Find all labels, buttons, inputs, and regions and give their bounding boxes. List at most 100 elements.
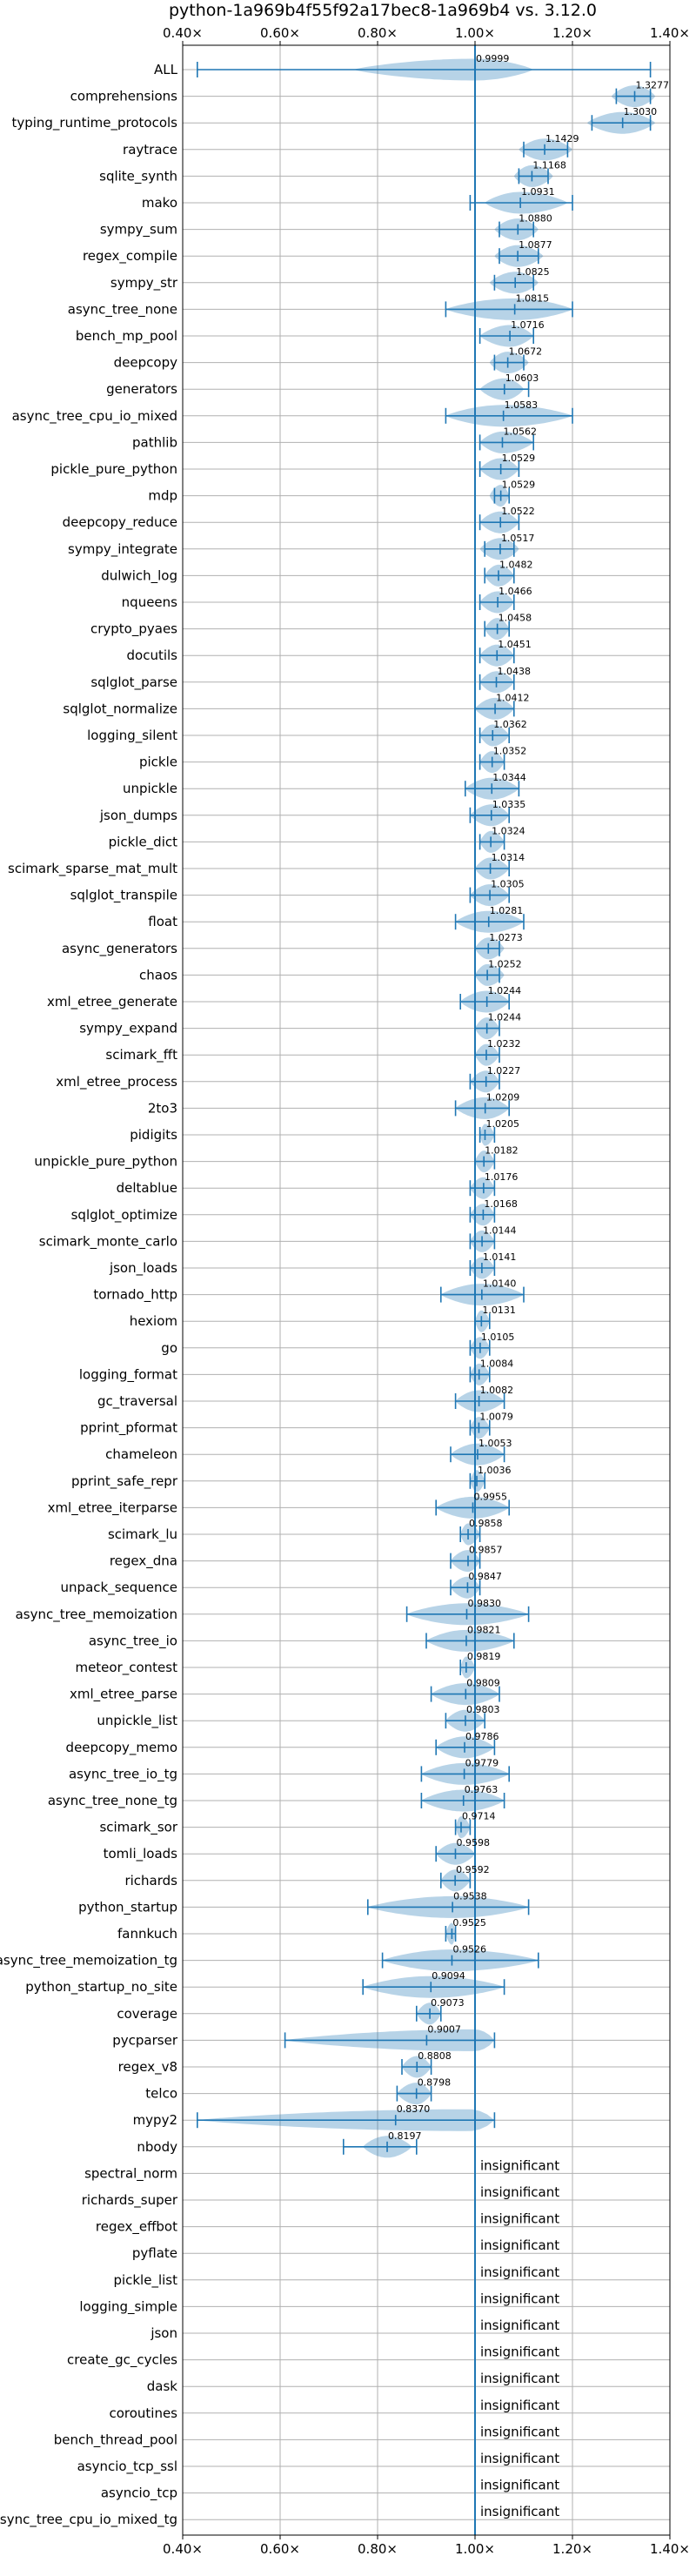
value-label: 1.0182 [485,1145,519,1157]
category-label: python_startup [78,1899,177,1915]
category-label: spectral_norm [84,2165,177,2182]
insignificant-label: insignificant [480,2371,559,2386]
category-label: async_tree_memoization [16,1607,177,1623]
category-label: json [150,2325,177,2341]
category-label: mako [142,195,177,211]
category-label: sqlglot_normalize [63,701,177,717]
category-label: xml_etree_parse [70,1687,177,1703]
category-label: bench_mp_pool [76,328,177,345]
category-label: xml_etree_iterparse [48,1499,177,1516]
category-label: logging_simple [79,2298,177,2315]
value-label: 1.0603 [505,372,539,384]
value-label: 1.1429 [545,133,579,144]
category-label: 2to3 [148,1100,177,1116]
insignificant-label: insignificant [480,2451,559,2466]
category-label: async_tree_cpu_io_mixed_tg [0,2512,177,2528]
category-label: unpack_sequence [61,1580,177,1596]
insignificant-label: insignificant [480,2157,559,2173]
x-tick-label-bottom: 1.00× [455,2541,495,2557]
grid-lines [182,45,671,2535]
category-label: xml_etree_generate [47,994,177,1010]
value-label: 0.9830 [467,1598,501,1609]
value-label: 0.9786 [465,1731,499,1742]
x-tick-label-top: 1.40× [650,25,690,41]
category-label: ALL [154,62,178,77]
category-label: regex_compile [83,248,177,265]
value-label: 1.0227 [487,1065,521,1077]
category-label: telco [145,2086,177,2102]
x-tick-label-top: 1.20× [552,25,592,41]
category-label: scimark_fft [105,1047,177,1063]
value-label: 0.9819 [467,1651,501,1662]
category-label: generators [106,381,177,397]
category-label: dulwich_log [101,567,177,584]
category-label: typing_runtime_protocols [11,115,177,131]
value-label: 1.1168 [532,159,566,171]
category-label: deltablue [117,1180,177,1196]
value-label: 1.0244 [488,1012,522,1023]
category-label: python_startup_no_site [25,1979,177,1996]
category-label: pathlib [132,434,177,450]
category-label: sympy_str [110,275,178,292]
value-label: 0.8197 [388,2130,422,2142]
x-axis-ticks: 0.40× 0.40× 0.60× 0.60× 0.80× 0.80× 1.00× 1.00×… [163,25,690,2557]
value-label: 1.0458 [499,613,532,624]
value-label: 1.0232 [487,1038,521,1050]
category-label: async_tree_none_tg [48,1793,177,1809]
value-label: 0.9858 [469,1518,503,1529]
value-label: 1.0176 [485,1171,519,1183]
range-bars [197,62,652,2155]
category-label: chaos [139,967,177,983]
x-tick-label-top: 1.00× [455,25,495,41]
value-label: 1.0209 [486,1091,520,1103]
insignificant-label: insignificant [480,2424,559,2439]
category-label: nqueens [122,594,177,610]
value-label: 1.3277 [636,80,670,91]
value-label: 0.8808 [418,2050,452,2062]
category-label: pickle [139,755,177,770]
category-label: async_tree_none [68,301,177,318]
x-tick-label-bottom: 0.80× [358,2541,398,2557]
value-label: 1.0562 [503,426,537,437]
category-label: pprint_safe_repr [71,1473,178,1490]
category-label: regex_dna [110,1553,177,1570]
value-label: 1.0281 [490,905,524,916]
value-label: 1.0517 [501,533,535,544]
value-label: 1.0352 [493,746,527,757]
category-label: unpickle_pure_python [34,1154,177,1171]
category-label: json_dumps [99,808,177,824]
value-label: 0.9809 [466,1678,500,1689]
value-label: 1.0412 [496,692,530,703]
value-label: 1.0825 [516,266,550,278]
x-tick-label-top: 0.40× [163,25,203,41]
value-label: 0.9538 [453,1890,487,1902]
category-label: scimark_sor [99,1820,177,1836]
category-label: scimark_monte_carlo [39,1233,177,1250]
insignificant-label: insignificant [480,2318,559,2333]
value-label: 1.0082 [480,1385,514,1396]
category-label: deepcopy_memo [66,1740,177,1756]
value-label: 0.9803 [466,1704,500,1715]
value-label: 1.0252 [488,958,522,969]
value-label: 1.0141 [483,1251,517,1263]
value-label: 1.0084 [480,1358,514,1369]
value-label: 1.0140 [483,1278,517,1290]
category-label: meteor_contest [75,1660,177,1676]
value-label: 1.3030 [624,106,658,117]
category-label: mypy2 [133,2112,177,2128]
value-label: 1.0205 [485,1118,519,1130]
category-label: logging_format [79,1366,177,1383]
category-label: raytrace [123,142,177,158]
category-label: tomli_loads [104,1846,178,1862]
category-label: comprehensions [70,89,178,104]
category-label: async_tree_io [89,1633,177,1649]
category-label: docutils [127,647,178,663]
value-label: 1.0931 [521,186,555,198]
category-label: json_loads [109,1260,177,1277]
category-label: sympy_sum [100,222,177,238]
category-label: async_generators [62,941,177,957]
insignificant-label: insignificant [480,2184,559,2200]
value-label: 1.0314 [492,852,525,863]
category-label: scimark_sparse_mat_mult [8,861,177,877]
category-label: pickle_pure_python [50,461,177,478]
